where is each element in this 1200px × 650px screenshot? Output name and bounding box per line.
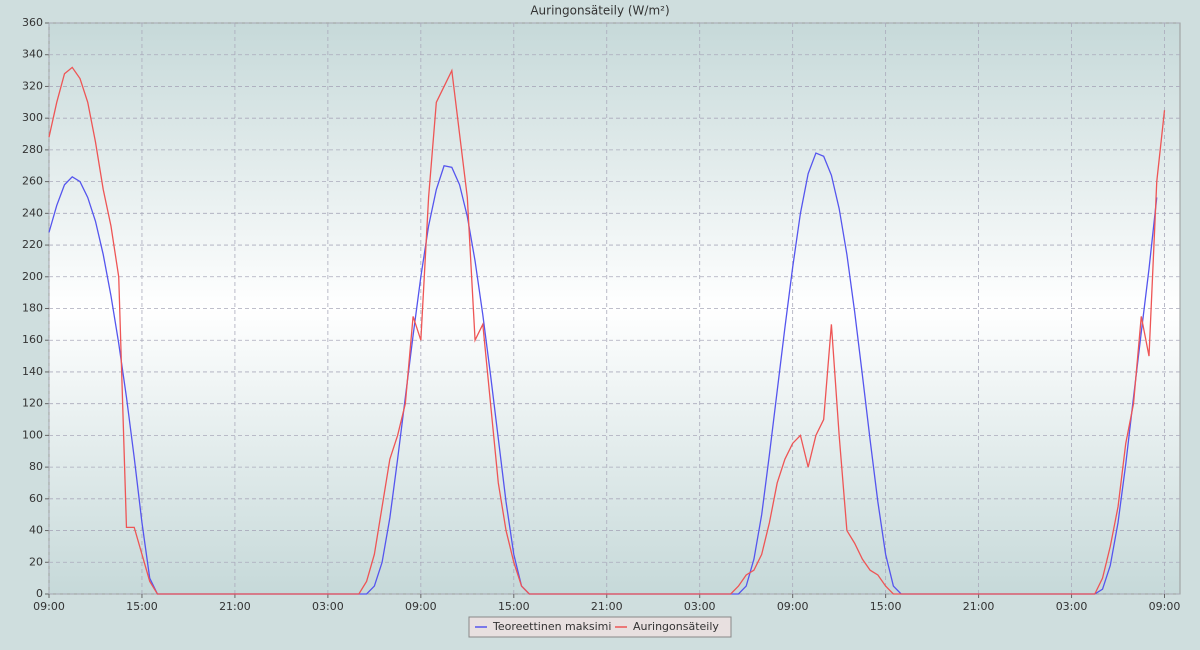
y-tick-label: 320 xyxy=(22,79,43,92)
y-tick-label: 280 xyxy=(22,143,43,156)
y-tick-label: 40 xyxy=(29,524,43,537)
x-tick-label: 03:00 xyxy=(312,600,344,613)
x-tick-label: 09:00 xyxy=(777,600,809,613)
plot-area xyxy=(48,22,1181,595)
x-tick-label: 03:00 xyxy=(1056,600,1088,613)
y-tick-label: 300 xyxy=(22,111,43,124)
x-tick-label: 21:00 xyxy=(591,600,623,613)
y-tick-label: 120 xyxy=(22,397,43,410)
x-tick-label: 21:00 xyxy=(219,600,251,613)
x-tick-label: 03:00 xyxy=(684,600,716,613)
y-tick-label: 20 xyxy=(29,555,43,568)
y-tick-label: 60 xyxy=(29,492,43,505)
legend-label: Teoreettinen maksimi xyxy=(492,620,611,633)
legend xyxy=(468,616,732,638)
x-tick-label: 09:00 xyxy=(1149,600,1181,613)
y-tick-label: 100 xyxy=(22,428,43,441)
legend-box xyxy=(468,616,732,638)
y-tick-label: 180 xyxy=(22,302,43,315)
y-tick-label: 0 xyxy=(36,587,43,600)
y-tick-label: 80 xyxy=(29,460,43,473)
x-tick-label: 15:00 xyxy=(498,600,530,613)
y-tick-label: 140 xyxy=(22,365,43,378)
y-tick-label: 260 xyxy=(22,175,43,188)
y-tick-label: 200 xyxy=(22,270,43,283)
y-tick-label: 240 xyxy=(22,206,43,219)
x-tick-label: 15:00 xyxy=(126,600,158,613)
x-tick-label: 09:00 xyxy=(405,600,437,613)
chart-title: Auringonsäteily (W/m²) xyxy=(530,4,669,18)
x-tick-label: 21:00 xyxy=(963,600,995,613)
y-tick-label: 340 xyxy=(22,48,43,61)
y-tick-label: 160 xyxy=(22,333,43,346)
legend-label: Auringonsäteily xyxy=(633,620,719,633)
series-line xyxy=(48,66,1166,595)
y-tick-label: 220 xyxy=(22,238,43,251)
x-tick-label: 15:00 xyxy=(870,600,902,613)
y-tick-label: 360 xyxy=(22,16,43,29)
x-tick-label: 09:00 xyxy=(33,600,65,613)
